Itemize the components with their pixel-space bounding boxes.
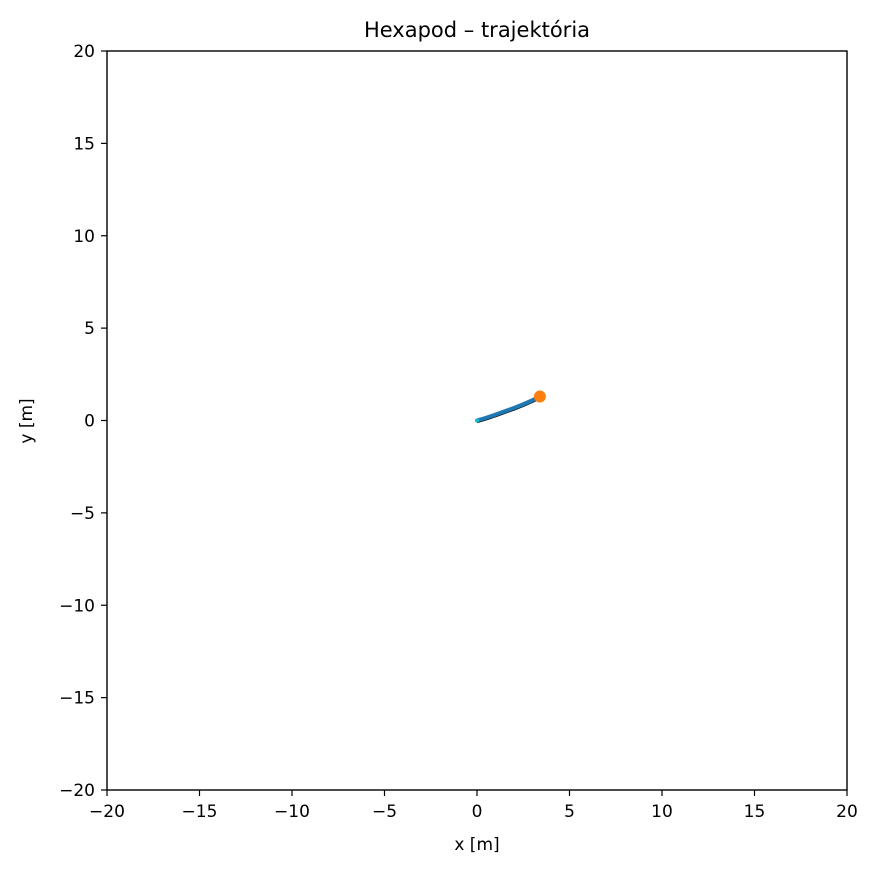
x-tick-label: −20 — [89, 802, 125, 822]
x-tick-label: −5 — [372, 802, 397, 822]
y-tick-label: −5 — [70, 504, 95, 524]
y-axis-ticks: −20 −15 −10 −5 0 5 10 15 20 — [59, 42, 107, 801]
y-tick-label: 15 — [73, 134, 95, 154]
x-tick-label: −10 — [274, 802, 310, 822]
current-position-marker — [533, 390, 546, 403]
x-tick-label: 15 — [744, 802, 766, 822]
x-axis-label: x [m] — [454, 835, 499, 855]
y-tick-label: 0 — [84, 412, 95, 432]
y-tick-label: −20 — [59, 781, 95, 801]
y-tick-label: 20 — [73, 42, 95, 62]
chart-title: Hexapod – trajektória — [364, 18, 590, 42]
x-tick-label: −15 — [182, 802, 218, 822]
start-point — [475, 418, 479, 423]
y-tick-label: −10 — [59, 596, 95, 616]
plot-frame — [106, 50, 848, 791]
x-tick-label: 0 — [472, 802, 483, 822]
trajectory-line — [475, 394, 542, 423]
plot-area — [475, 390, 546, 424]
y-tick-label: 10 — [73, 227, 95, 247]
y-axis-label: y [m] — [17, 398, 37, 443]
y-tick-label: 5 — [84, 319, 95, 339]
x-tick-label: 5 — [564, 802, 575, 822]
x-axis-ticks: −20 −15 −10 −5 0 5 10 15 20 — [89, 790, 858, 822]
x-tick-label: 20 — [836, 802, 858, 822]
x-tick-label: 10 — [651, 802, 673, 822]
y-tick-label: −15 — [59, 689, 95, 709]
